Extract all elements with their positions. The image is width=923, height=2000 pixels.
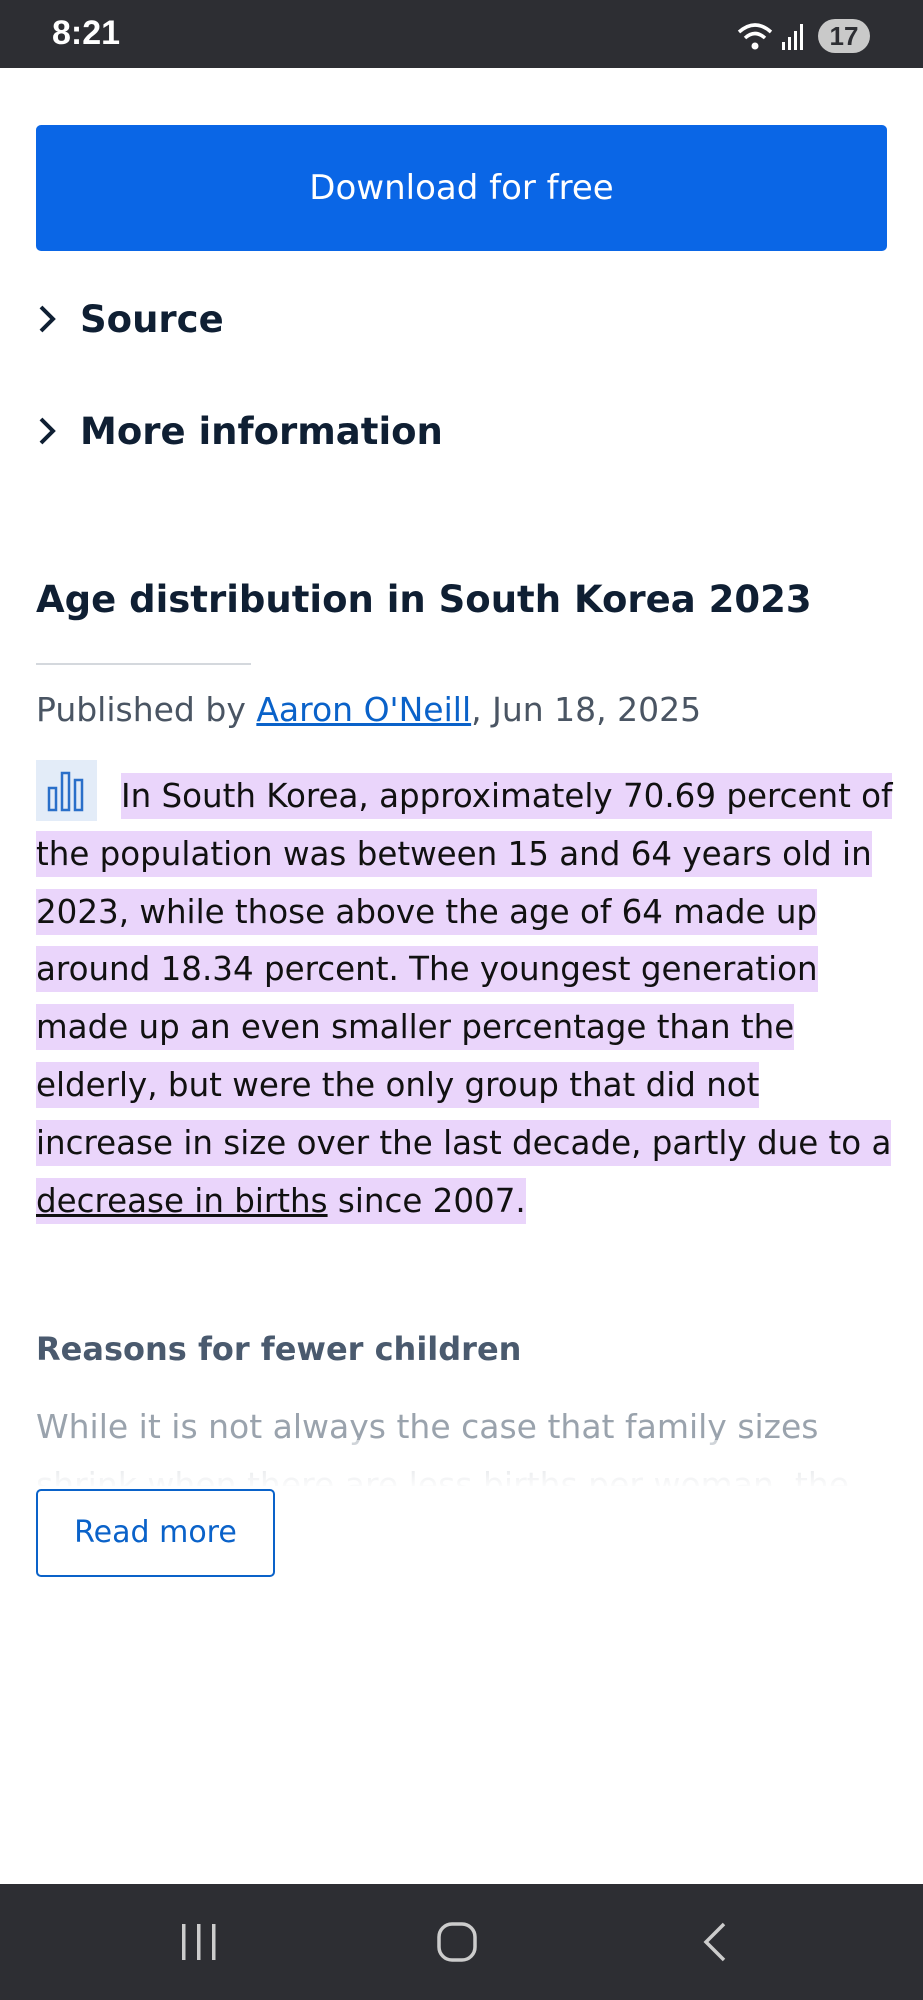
download-button[interactable]: Download for free	[36, 125, 887, 251]
byline-prefix: Published by	[36, 690, 257, 729]
section-label: More information	[80, 409, 443, 453]
subheading: Reasons for fewer children	[36, 1330, 522, 1368]
source-toggle[interactable]: Source	[36, 289, 224, 349]
paragraph-text: In South Korea, approximately 70.69 perc…	[36, 777, 893, 1162]
section-label: Source	[80, 297, 224, 341]
divider	[36, 663, 251, 665]
read-more-button[interactable]: Read more	[36, 1489, 275, 1577]
highlighted-text: In South Korea, approximately 70.69 perc…	[36, 773, 893, 1224]
chevron	[39, 305, 56, 333]
date: , Jun 18, 2025	[471, 690, 702, 729]
home-button[interactable]	[436, 1921, 478, 1963]
author-link[interactable]: Aaron O'Neill	[256, 690, 472, 729]
clock: 8:21	[52, 14, 121, 52]
nav-bar	[0, 1884, 923, 2000]
byline: Published by Aaron O'Neill, Jun 18, 2025	[36, 690, 701, 729]
paragraph: In South Korea, approximately 70.69 perc…	[36, 760, 896, 1230]
wifi-icon	[737, 23, 773, 50]
battery: 17	[818, 19, 870, 53]
more-info-toggle[interactable]: More information	[36, 401, 443, 461]
chevron	[39, 417, 56, 445]
paragraph-text: since 2007.	[327, 1181, 526, 1220]
article-title: Age distribution in South Korea 2023	[36, 578, 812, 621]
fade	[0, 1440, 923, 1490]
recents-button[interactable]	[178, 1922, 220, 1962]
births-link[interactable]: decrease in births	[36, 1181, 328, 1220]
signal-icon	[782, 24, 803, 50]
back-button[interactable]	[700, 1920, 730, 1964]
chart-icon	[36, 760, 97, 821]
status-bar: 8:21 17	[0, 0, 923, 68]
